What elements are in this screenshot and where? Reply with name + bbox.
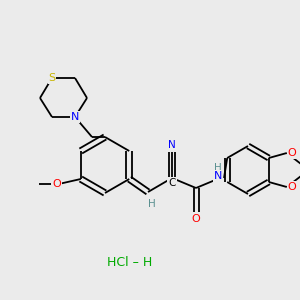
Text: HCl – H: HCl – H (107, 256, 153, 268)
Text: O: O (287, 182, 296, 192)
Text: N: N (214, 171, 222, 181)
Text: O: O (192, 214, 200, 224)
Text: S: S (48, 73, 56, 83)
Text: N: N (168, 140, 176, 150)
Text: H: H (148, 199, 156, 209)
Text: H: H (214, 163, 222, 173)
Text: N: N (71, 112, 79, 122)
Text: O: O (287, 148, 296, 158)
Text: C: C (168, 178, 176, 188)
Text: O: O (52, 179, 61, 189)
